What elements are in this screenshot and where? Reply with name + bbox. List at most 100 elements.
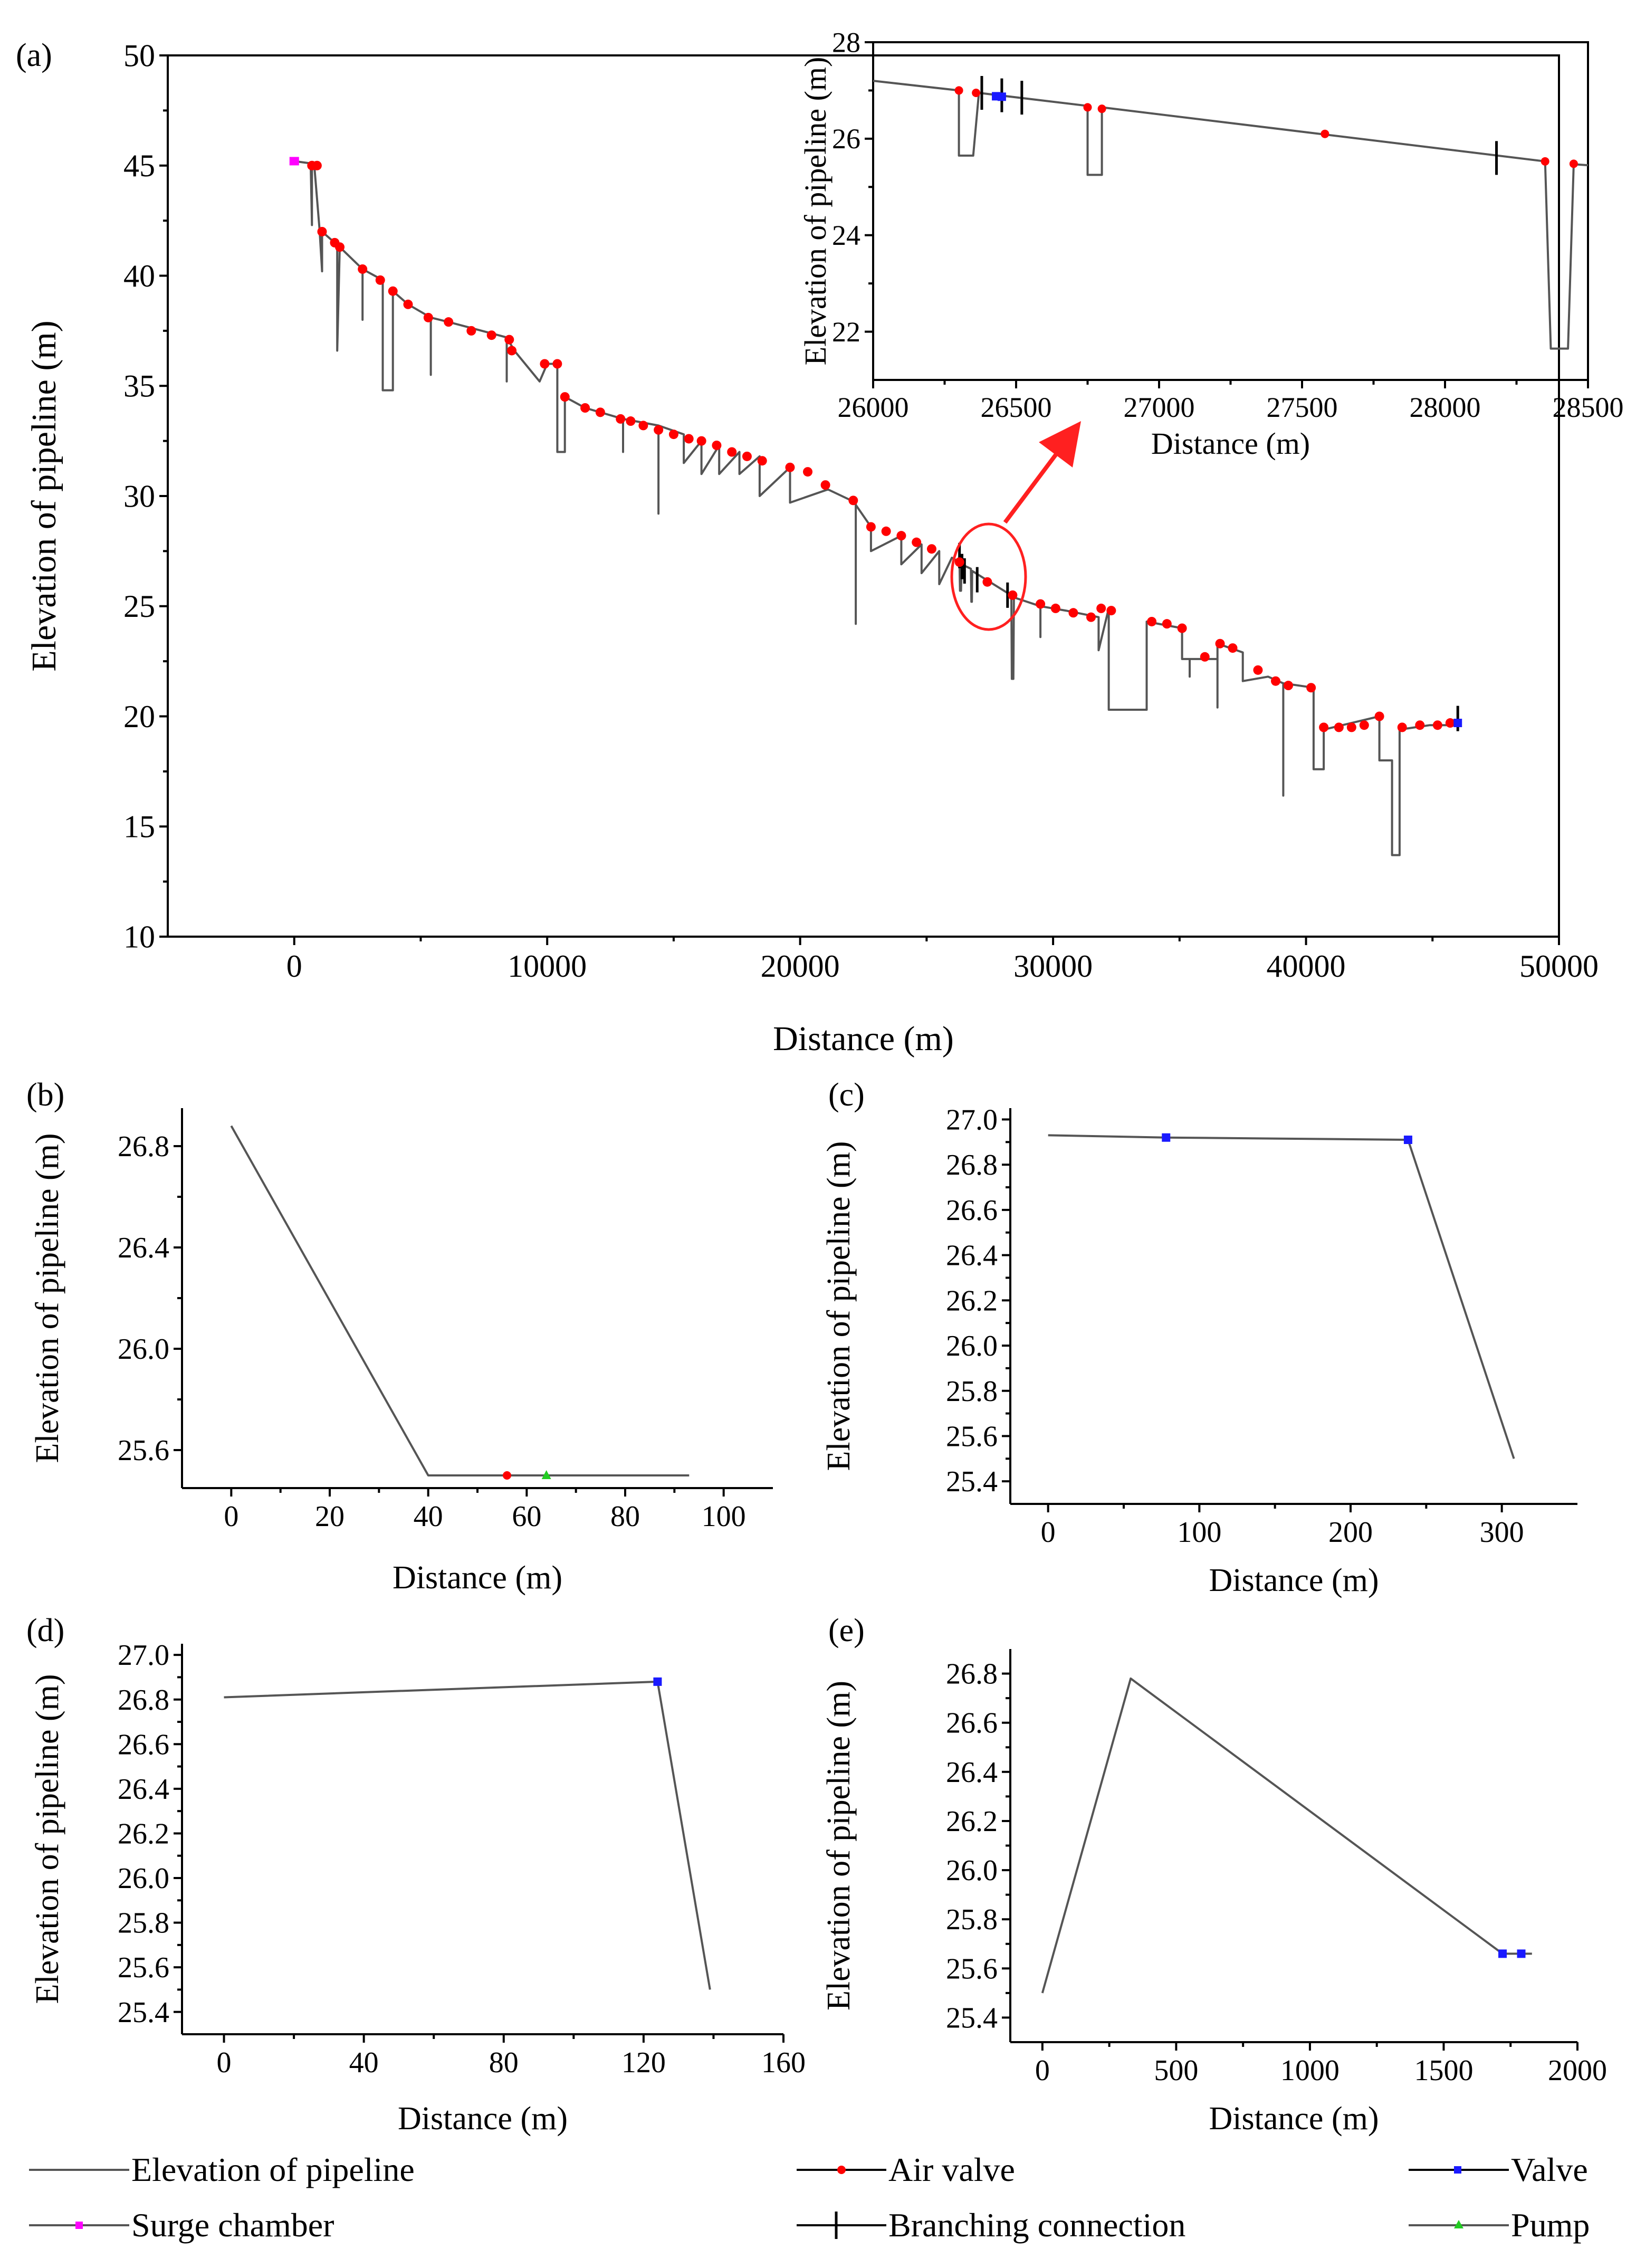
- x-tick-label: 80: [610, 1500, 640, 1533]
- y-tick-label: 26.0: [946, 1854, 998, 1887]
- air-valve-point: [1215, 639, 1225, 649]
- y-tick-label: 25.8: [946, 1903, 998, 1936]
- air-valve-point: [742, 451, 752, 461]
- air-valve-point: [820, 480, 830, 490]
- legend-label-air-valve: Air valve: [888, 2151, 1015, 2188]
- y-tick-label: 26.6: [118, 1728, 169, 1761]
- air-valve-point: [712, 440, 722, 450]
- y-tick-label: 26.8: [118, 1684, 169, 1717]
- x-tick-label: 26000: [838, 392, 909, 423]
- y-tick-label: 26.4: [118, 1232, 169, 1264]
- x-tick-label: 40: [414, 1500, 443, 1533]
- legend-item-pump: Pump: [1409, 2206, 1590, 2245]
- air-valve-point: [403, 299, 413, 309]
- legend-valve-swatch: [1409, 2166, 1509, 2174]
- air-valve-point: [1415, 720, 1425, 730]
- air-valve-point: [335, 242, 345, 252]
- x-tick-label: 0: [1041, 1516, 1056, 1549]
- surge-chamber-point: [289, 157, 299, 166]
- x-tick-label: 2000: [1548, 2054, 1607, 2087]
- y-tick-label: 26.6: [946, 1194, 998, 1227]
- air-valve-point: [954, 86, 963, 95]
- legend-air-valve-swatch: [797, 2166, 886, 2174]
- air-valve-point: [1271, 676, 1281, 686]
- x-tick-label: 100: [1177, 1516, 1221, 1549]
- air-valve-point: [1106, 606, 1116, 616]
- y-tick-label: 28: [832, 26, 860, 58]
- legend-item-branch: Branching connection: [797, 2206, 1185, 2245]
- air-valve-point: [881, 526, 891, 536]
- air-valve-point: [1097, 104, 1106, 113]
- air-valve-point: [912, 537, 922, 547]
- y-tick-label: 22: [832, 316, 860, 348]
- x-tick-label: 120: [621, 2046, 666, 2079]
- air-valve-point: [803, 467, 813, 477]
- y-tick-label: 45: [123, 148, 155, 183]
- y-tick-label: 30: [123, 479, 155, 513]
- x-tick-label: 40000: [1267, 949, 1346, 984]
- y-tick-label: 26.0: [118, 1333, 169, 1366]
- legend-item-valve: Valve: [1409, 2150, 1588, 2189]
- air-valve-point: [1283, 681, 1293, 691]
- air-valve-point: [486, 330, 496, 340]
- x-tick-label: 100: [702, 1500, 746, 1533]
- x-tick-label: 0: [217, 2046, 232, 2079]
- chart-a: 0 10000 20000 30000 40000 50000 10 15 20 25 30 35 40…: [16, 37, 1599, 1058]
- legend-line-swatch: [29, 2169, 129, 2171]
- y-tick-label: 25.6: [118, 1434, 169, 1467]
- zoom-annotation: [950, 421, 1081, 631]
- air-valve-point: [926, 544, 936, 554]
- air-valve-point: [1147, 616, 1157, 626]
- legend-label-pump: Pump: [1511, 2206, 1590, 2244]
- y-tick-label: 25: [123, 589, 155, 624]
- x-tick-label: 20000: [761, 949, 840, 984]
- x-tick-label: 1500: [1414, 2054, 1473, 2087]
- air-valve-point: [466, 326, 476, 336]
- air-valve-point: [1050, 603, 1060, 613]
- x-axis-label: Distance (m): [393, 1560, 562, 1596]
- legend-item-elevation: Elevation of pipeline: [29, 2150, 415, 2189]
- y-tick-label: 25.6: [946, 1952, 998, 1985]
- legend-label-surge: Surge chamber: [131, 2206, 334, 2244]
- air-valve-point: [1008, 590, 1018, 600]
- x-axis-label: Distance (m): [1209, 2101, 1379, 2137]
- air-valve-point: [358, 264, 368, 274]
- y-tick-label: 26.8: [946, 1149, 998, 1181]
- valve-point: [997, 92, 1006, 101]
- valve-point: [653, 1677, 662, 1686]
- air-valve-point: [727, 447, 737, 457]
- air-valve-point: [312, 160, 322, 170]
- legend-label-valve: Valve: [1511, 2151, 1588, 2188]
- x-tick-label: 300: [1480, 1516, 1524, 1549]
- air-valve-point: [507, 346, 517, 356]
- x-tick-label: 27500: [1267, 392, 1338, 423]
- x-tick-label: 26500: [981, 392, 1052, 423]
- y-axis-label: Elevation of pipeline (m): [821, 1141, 857, 1471]
- y-tick-label: 25.6: [946, 1420, 998, 1453]
- y-tick-label: 25.4: [946, 2002, 998, 2034]
- y-axis-label: Elevation of pipeline (m): [821, 1681, 857, 2010]
- y-axis-label: Elevation of pipeline (m): [30, 1133, 65, 1463]
- chart-d: 0 40 80 120 160 25.4 25.6 25.8 26.0 26.2 26.4 26.6 2…: [26, 1613, 806, 2137]
- air-valve-point: [560, 392, 570, 402]
- panel-label: (d): [26, 1613, 64, 1648]
- y-tick-label: 26.4: [946, 1240, 998, 1272]
- air-valve-point: [1569, 159, 1578, 168]
- y-tick-label: 26.2: [946, 1284, 998, 1317]
- x-tick-label: 30000: [1013, 949, 1093, 984]
- air-valve-point: [1321, 129, 1329, 138]
- y-tick-label: 15: [123, 809, 155, 844]
- x-tick-label: 200: [1328, 1516, 1373, 1549]
- air-valve-point: [1228, 643, 1238, 653]
- valve-point: [1498, 1949, 1507, 1958]
- air-valve-point: [896, 531, 906, 541]
- x-axis-label: Distance (m): [1151, 426, 1310, 461]
- air-valve-point: [1162, 619, 1172, 629]
- y-tick-label: 27.0: [946, 1103, 998, 1136]
- y-tick-label: 50: [123, 38, 155, 73]
- y-tick-label: 26.8: [118, 1130, 169, 1163]
- x-tick-label: 60: [512, 1500, 541, 1533]
- x-tick-label: 0: [224, 1500, 238, 1533]
- y-tick-label: 26.8: [946, 1658, 998, 1691]
